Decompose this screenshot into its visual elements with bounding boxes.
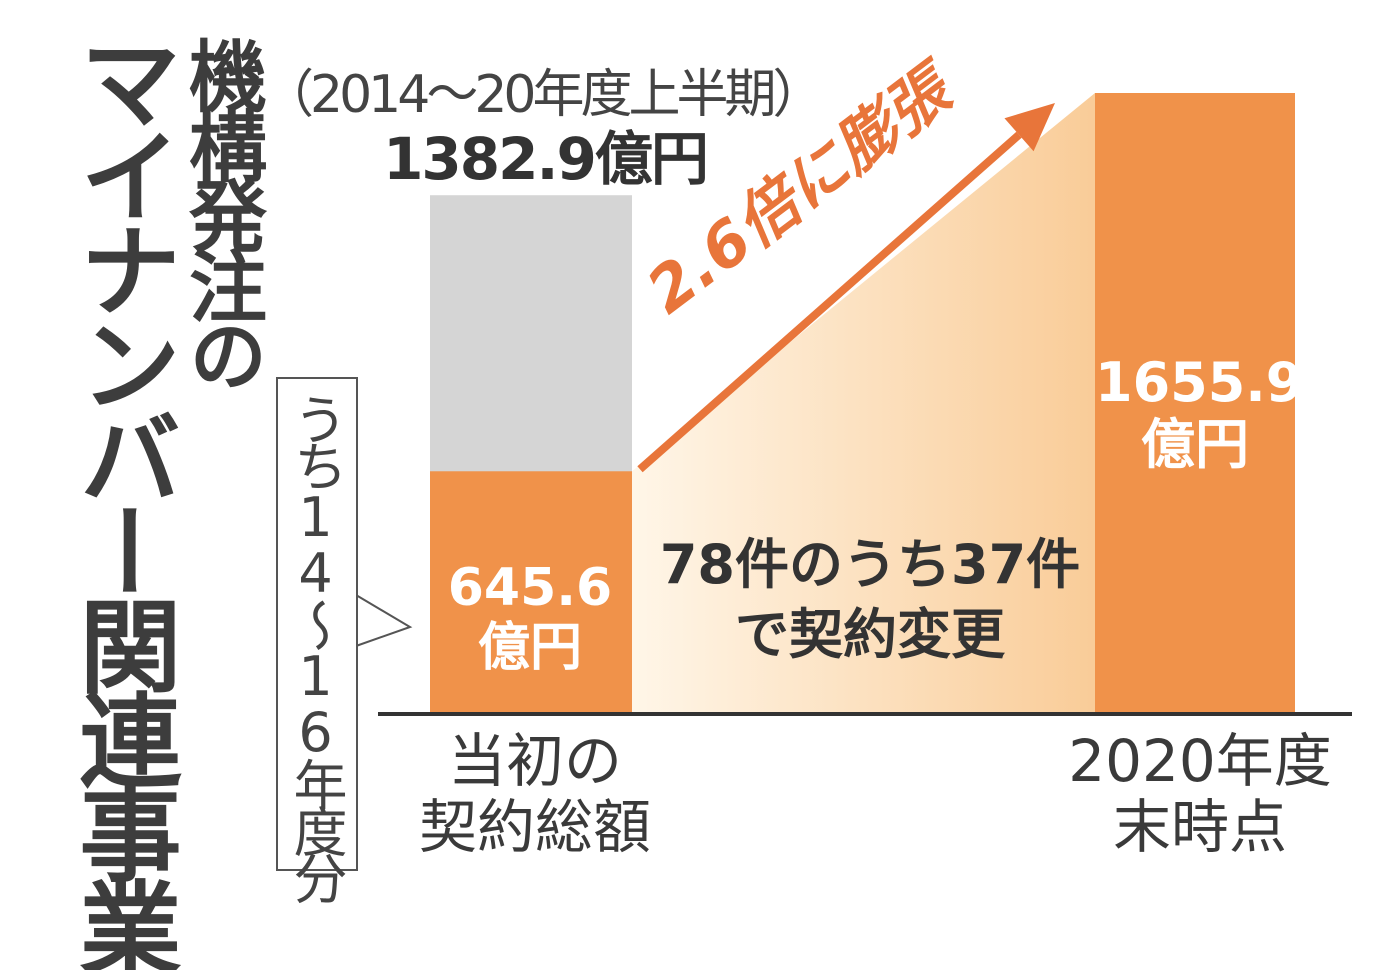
category-initial-line1: 当初の <box>447 727 622 795</box>
final-value: 1655.9 <box>1095 351 1304 414</box>
chart <box>355 93 1352 716</box>
growth-arrow-line <box>637 131 1022 473</box>
growth-arrow-head <box>1004 103 1055 152</box>
period-label: （2014〜20年度上半期） <box>262 65 825 125</box>
bar-initial-14-16 <box>430 471 632 713</box>
change-note-line2: で契約変更 <box>735 603 1005 666</box>
category-final-line1: 2020年度 <box>1068 727 1332 795</box>
change-note: 78件のうち37件 で契約変更 <box>650 530 1090 670</box>
category-label-final: 2020年度 末時点 <box>1040 728 1360 860</box>
bar-final <box>1095 93 1295 713</box>
final-value-label: 1655.9 億円 <box>1095 351 1304 476</box>
category-final-line2: 末時点 <box>1112 793 1287 861</box>
annotation-pointer <box>355 594 413 647</box>
total-value-label: 1382.9億円 <box>383 125 709 193</box>
initial-value: 645.6 <box>447 558 613 618</box>
annotation-box <box>276 377 358 871</box>
change-note-line1: 78件のうち37件 <box>659 533 1081 596</box>
initial-unit: 億円 <box>477 618 582 678</box>
chart-title-prefix: 機構発注の <box>176 36 266 386</box>
category-initial-line2: 契約総額 <box>418 793 651 861</box>
annotation-text: うち14〜16年度分 <box>284 392 347 898</box>
final-unit: 億円 <box>1141 413 1249 476</box>
chart-title: マイナンバー関連事業 <box>62 30 181 970</box>
category-label-initial: 当初の 契約総額 <box>370 728 700 860</box>
growth-area <box>632 93 1095 713</box>
initial-value-label: 645.6 億円 <box>430 558 630 678</box>
